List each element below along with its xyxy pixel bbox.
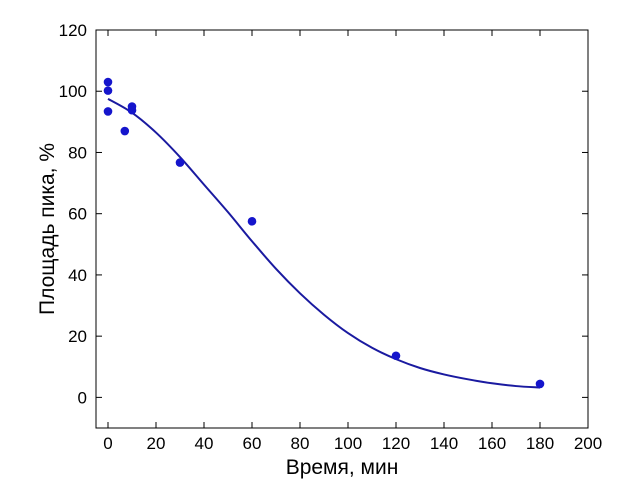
plot-frame — [95, 29, 589, 429]
y-tick-label: 0 — [78, 388, 87, 407]
ticks-layer: 0 20 40 60 80 100 120 140 160 180 200 0 20 40 60 80 100 1… — [59, 21, 603, 453]
y-tick-label: 40 — [68, 266, 87, 285]
data-point — [103, 86, 113, 95]
x-tick-label: 100 — [334, 434, 362, 453]
x-tick-label: 200 — [574, 434, 602, 453]
y-axis-title: Площадь пика, % — [36, 143, 59, 315]
x-tick-label: 40 — [195, 434, 214, 453]
data-point — [103, 77, 113, 87]
x-tick-label: 140 — [430, 434, 458, 453]
y-tick-label: 20 — [68, 327, 87, 346]
x-axis-title: Время, мин — [286, 456, 399, 479]
x-tick-label: 160 — [478, 434, 506, 453]
data-point — [247, 217, 257, 226]
fit-curve — [107, 98, 541, 389]
data-point — [127, 105, 137, 115]
data-point — [175, 158, 185, 167]
data-point — [391, 351, 401, 361]
x-tick-label: 120 — [382, 434, 410, 453]
y-tick-label: 120 — [59, 21, 87, 40]
y-tick-label: 60 — [68, 205, 87, 224]
x-tick-label: 180 — [526, 434, 554, 453]
data-point — [535, 379, 545, 389]
x-tick-label: 60 — [243, 434, 262, 453]
y-tick-label: 80 — [68, 143, 87, 162]
plot-layer — [103, 77, 545, 389]
data-point — [103, 107, 113, 116]
x-tick-label: 80 — [291, 434, 310, 453]
y-tick-label: 100 — [59, 82, 87, 101]
x-tick-label: 0 — [103, 434, 112, 453]
x-tick-label: 20 — [147, 434, 166, 453]
data-point — [120, 126, 130, 136]
